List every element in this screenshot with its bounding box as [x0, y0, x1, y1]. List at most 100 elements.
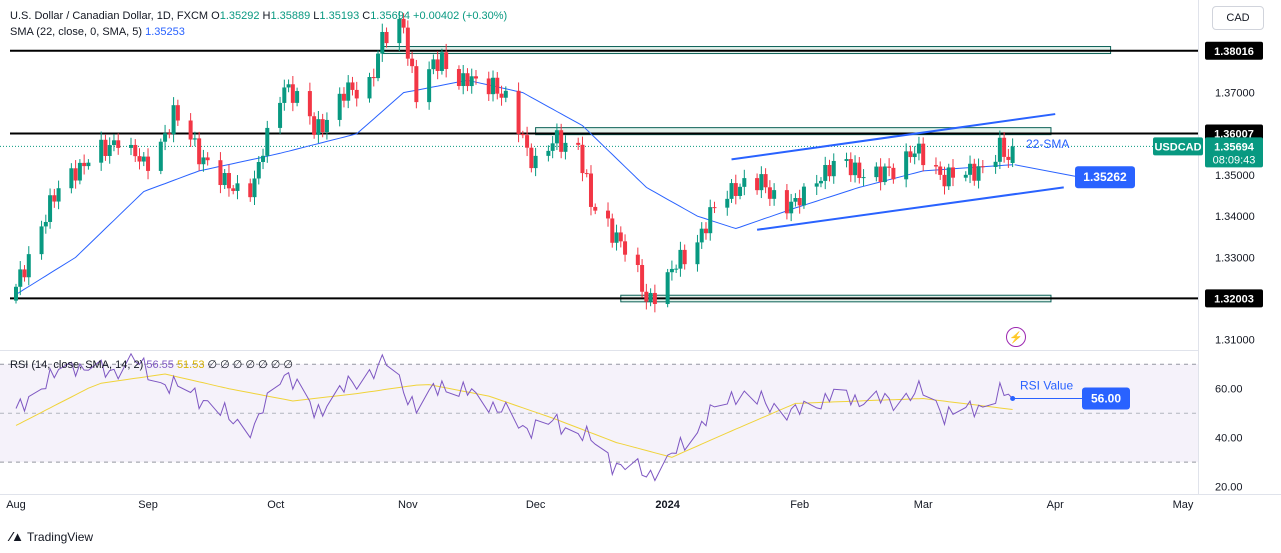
candle-body: [972, 163, 977, 181]
candle-body: [678, 249, 683, 269]
candle-body: [606, 210, 611, 219]
candle-body: [286, 84, 291, 88]
candle-body: [354, 89, 359, 99]
candle-body: [316, 119, 321, 135]
candle-body: [703, 228, 708, 234]
candle-body: [576, 142, 581, 145]
ohlc-c: C: [359, 10, 371, 22]
price-tick-label: 1.35000: [1215, 170, 1255, 182]
candle-body: [559, 130, 564, 152]
candle-body: [844, 159, 849, 161]
rsi-band-fill: [0, 364, 1198, 463]
time-tick-label: Nov: [398, 499, 418, 511]
candle-body: [980, 166, 985, 168]
brand-name: TradingView: [27, 529, 94, 544]
change-value: +0.00402 (+0.30%): [413, 10, 508, 22]
candle-body: [495, 77, 500, 94]
candle-body: [380, 31, 385, 54]
candle-body: [853, 162, 858, 176]
candle-body: [584, 173, 589, 175]
candle-body: [831, 160, 836, 177]
candle-body: [367, 77, 372, 99]
candle-body: [278, 102, 283, 128]
trend-line: [731, 113, 1056, 161]
candle-body: [665, 272, 670, 305]
candle-body: [818, 180, 823, 184]
candle-body: [712, 207, 717, 209]
level-low-badge: 1.32003: [1214, 293, 1254, 305]
time-tick-label: Feb: [790, 499, 809, 511]
candle-body: [767, 187, 772, 199]
candle-body: [550, 143, 555, 151]
candle-body: [346, 82, 351, 101]
ohlc-c-value: 1.35694: [370, 10, 410, 22]
time-tick-label: Dec: [526, 499, 546, 511]
candle-body: [231, 188, 236, 191]
rsi-pane: [0, 352, 1198, 482]
candle-body: [469, 76, 474, 87]
lightning-icon[interactable]: ⚡: [1006, 327, 1026, 347]
trend-line: [756, 186, 1064, 231]
sma-value: 1.35253: [145, 26, 185, 38]
candle-body: [997, 137, 1002, 162]
candle-body: [942, 174, 947, 187]
candle-body: [938, 166, 943, 175]
candle-body: [167, 133, 172, 135]
candle-body: [235, 183, 240, 191]
candle-body: [789, 201, 794, 214]
candle-body: [946, 167, 951, 187]
candle-body: [848, 159, 853, 176]
candle-body: [456, 69, 461, 87]
level-high-badge: 1.38016: [1214, 46, 1254, 58]
candle-body: [52, 195, 57, 202]
candle-body: [218, 160, 223, 186]
candle-body: [99, 139, 104, 163]
rsi-value: 56.55: [146, 359, 174, 371]
candle-body: [554, 130, 559, 144]
candle-body: [814, 183, 819, 187]
candle-body: [307, 91, 312, 117]
rsi-label: RSI (14, close, SMA, 14, 2): [10, 359, 144, 371]
rsi-callout-bg: [1082, 387, 1130, 410]
candle-body: [529, 147, 534, 169]
candle-body: [320, 119, 325, 133]
candle-body: [73, 168, 78, 181]
candle-body: [912, 153, 917, 158]
candle-body: [103, 139, 108, 156]
candle-body: [146, 156, 151, 171]
candle-body: [772, 190, 777, 199]
candle-body: [290, 84, 295, 103]
candle-body: [431, 59, 436, 70]
candle-body: [197, 138, 202, 165]
rsi-tick-label: 60.00: [1215, 384, 1243, 396]
grid-lines: [0, 0, 1281, 495]
candle-body: [324, 119, 329, 133]
candle-body: [252, 178, 257, 198]
candle-body: [963, 174, 968, 178]
sma-legend: SMA (22, close, 0, SMA, 5) 1.35253: [10, 26, 185, 39]
candle-body: [729, 183, 734, 199]
candle-body: [116, 140, 121, 148]
candle-body: [261, 155, 266, 163]
candle-body: [401, 18, 406, 28]
candle-body: [256, 162, 261, 179]
currency-button[interactable]: CAD: [1212, 6, 1264, 30]
candle-body: [878, 166, 883, 183]
candle-body: [614, 232, 619, 243]
candle-body: [951, 167, 956, 178]
candle-body: [282, 87, 287, 103]
candle-body: [640, 265, 645, 292]
rsi-extra-values: ∅ ∅ ∅ ∅ ∅ ∅ ∅: [207, 359, 293, 371]
tradingview-logo[interactable]: ⁄▲ TradingView: [10, 529, 93, 544]
candle-body: [891, 167, 896, 180]
axes: 1.390001.370001.350001.340001.330001.310…: [6, 5, 1255, 511]
candle-body: [201, 157, 206, 165]
symbol-description: U.S. Dollar / Canadian Dollar, 1D, FXCM: [10, 10, 209, 22]
countdown-badge: 08:09:43: [1213, 154, 1256, 166]
level-low-badge-bg: [1205, 289, 1263, 308]
candle-body: [77, 162, 82, 181]
candle-body: [107, 145, 112, 156]
candle-body: [171, 105, 176, 135]
candle-body: [439, 52, 444, 71]
